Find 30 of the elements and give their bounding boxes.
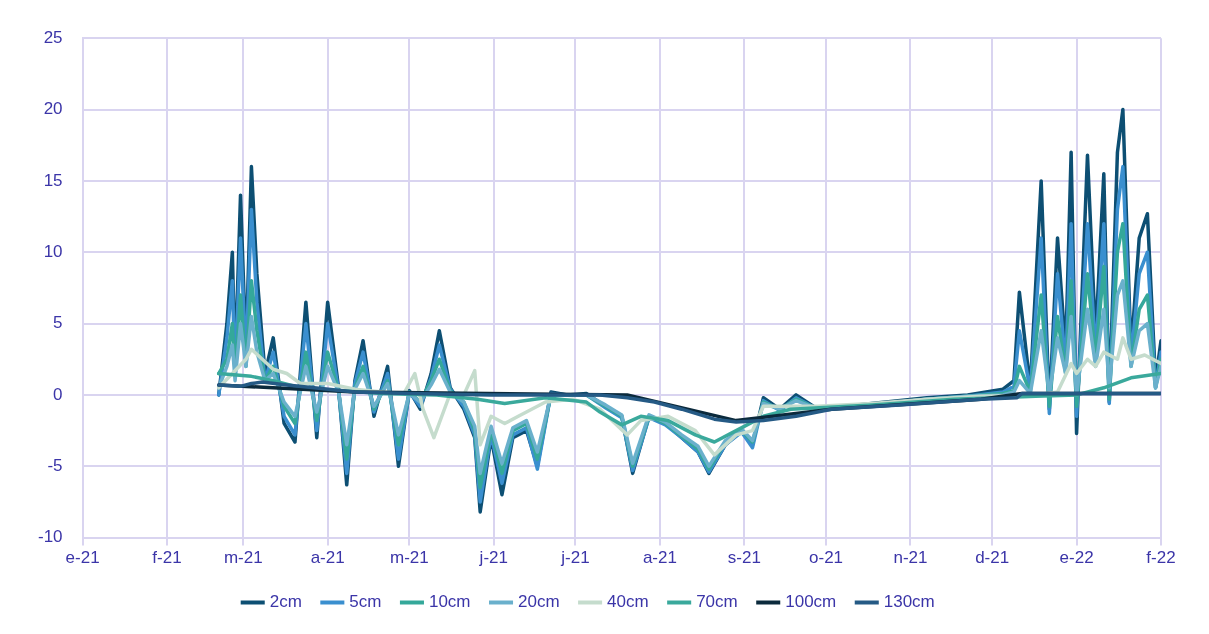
- y-tick-label: 25: [43, 27, 63, 47]
- x-tick-label: e-21: [65, 548, 100, 568]
- x-tick-label: a-21: [642, 548, 677, 568]
- y-tick-label: -5: [47, 455, 63, 475]
- x-tick-label: j-21: [478, 548, 508, 568]
- y-tick-label: 15: [43, 170, 63, 190]
- legend-label: 10cm: [428, 592, 471, 612]
- legend-label: 70cm: [696, 592, 738, 612]
- legend-label: 40cm: [607, 592, 649, 612]
- x-tick-label: m-21: [223, 548, 263, 568]
- legend-label: 5cm: [349, 592, 382, 612]
- x-tick-label: d-21: [975, 548, 1010, 568]
- y-tick-label: 5: [53, 313, 63, 333]
- legend-label: 20cm: [518, 592, 560, 612]
- x-tick-label: a-21: [310, 548, 345, 568]
- x-tick-label: o-21: [809, 548, 844, 568]
- legend-label: 100cm: [785, 592, 837, 612]
- x-tick-label: f-22: [1146, 548, 1176, 568]
- x-tick-label: f-21: [152, 548, 182, 568]
- x-tick-label: n-21: [893, 548, 928, 568]
- y-tick-label: 0: [53, 384, 63, 404]
- y-tick-label: 20: [43, 99, 63, 119]
- x-tick-label: e-22: [1059, 548, 1094, 568]
- x-tick-label: s-21: [727, 548, 761, 568]
- y-tick-label: -10: [37, 527, 63, 547]
- legend-label: 130cm: [883, 592, 935, 612]
- y-tick-label: 10: [43, 241, 63, 261]
- legend-label: 2cm: [269, 592, 302, 612]
- x-tick-label: m-21: [390, 548, 429, 568]
- x-tick-label: j-21: [560, 548, 590, 568]
